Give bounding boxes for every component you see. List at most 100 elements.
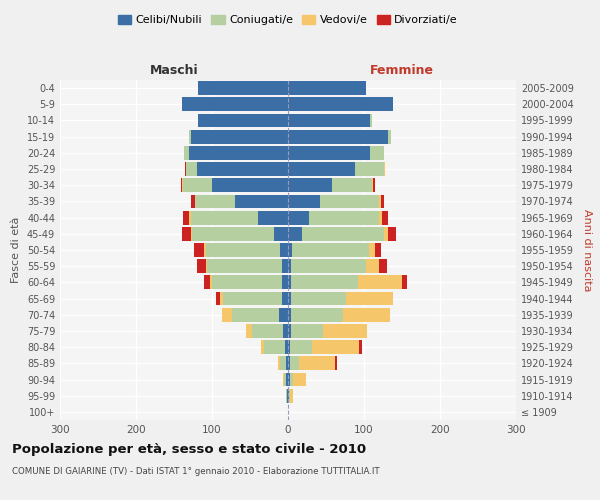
Bar (282, 276, 288, 289)
Bar (279, 308, 288, 322)
Bar (278, 356, 280, 370)
Bar (288, 243, 292, 257)
Text: Popolazione per età, sesso e stato civile - 2010: Popolazione per età, sesso e stato civil… (12, 442, 366, 456)
Bar (288, 114, 370, 128)
Bar (195, 194, 235, 208)
Bar (208, 260, 282, 273)
Bar (288, 227, 302, 240)
Bar (291, 292, 346, 306)
Bar (216, 292, 220, 306)
Bar (311, 340, 359, 354)
Bar (290, 340, 311, 354)
Bar (379, 260, 387, 273)
Bar (346, 292, 393, 306)
Bar (332, 178, 371, 192)
Bar (257, 210, 288, 224)
Bar (263, 340, 285, 354)
Bar (388, 130, 391, 143)
Bar (384, 227, 388, 240)
Bar (288, 324, 291, 338)
Bar (251, 324, 283, 338)
Bar (288, 340, 290, 354)
Bar (288, 260, 291, 273)
Bar (365, 260, 379, 273)
Bar (288, 81, 366, 95)
Bar (359, 340, 362, 354)
Bar (232, 308, 279, 322)
Bar (189, 146, 288, 160)
Bar (183, 210, 189, 224)
Bar (282, 292, 288, 306)
Bar (283, 324, 288, 338)
Bar (384, 162, 385, 176)
Bar (320, 194, 379, 208)
Bar (288, 308, 291, 322)
Bar (284, 372, 286, 386)
Bar (280, 356, 286, 370)
Text: Maschi: Maschi (149, 64, 199, 77)
Text: COMUNE DI GAIARINE (TV) - Dati ISTAT 1° gennaio 2010 - Elaborazione TUTTITALIA.I: COMUNE DI GAIARINE (TV) - Dati ISTAT 1° … (12, 468, 380, 476)
Bar (220, 292, 223, 306)
Text: Femmine: Femmine (370, 64, 434, 77)
Bar (194, 194, 195, 208)
Bar (291, 324, 323, 338)
Bar (280, 243, 288, 257)
Bar (191, 130, 288, 143)
Bar (185, 162, 186, 176)
Bar (288, 356, 290, 370)
Bar (382, 210, 388, 224)
Bar (370, 114, 371, 128)
Bar (282, 260, 288, 273)
Bar (211, 276, 212, 289)
Bar (373, 178, 374, 192)
Bar (191, 210, 257, 224)
Bar (286, 389, 287, 402)
Bar (235, 194, 288, 208)
Bar (183, 178, 212, 192)
Bar (222, 308, 232, 322)
Bar (197, 162, 288, 176)
Bar (288, 276, 291, 289)
Bar (212, 276, 282, 289)
Bar (223, 292, 282, 306)
Bar (191, 194, 194, 208)
Bar (197, 260, 206, 273)
Bar (288, 162, 355, 176)
Bar (189, 210, 191, 224)
Bar (292, 243, 370, 257)
Bar (370, 243, 376, 257)
Bar (246, 324, 251, 338)
Bar (283, 372, 284, 386)
Bar (288, 178, 332, 192)
Bar (182, 227, 191, 240)
Bar (323, 324, 367, 338)
Bar (288, 98, 393, 111)
Bar (290, 372, 293, 386)
Bar (288, 389, 289, 402)
Bar (191, 227, 192, 240)
Bar (379, 194, 381, 208)
Bar (212, 178, 288, 192)
Bar (189, 130, 191, 143)
Bar (199, 114, 288, 128)
Bar (182, 98, 288, 111)
Bar (184, 146, 189, 160)
Bar (288, 130, 388, 143)
Bar (376, 243, 382, 257)
Bar (299, 356, 335, 370)
Y-axis label: Fasce di età: Fasce di età (11, 217, 21, 283)
Bar (182, 178, 183, 192)
Bar (291, 260, 365, 273)
Bar (291, 308, 343, 322)
Bar (402, 276, 407, 289)
Bar (192, 227, 274, 240)
Bar (335, 356, 337, 370)
Bar (205, 243, 206, 257)
Bar (288, 292, 291, 306)
Bar (381, 194, 384, 208)
Bar (286, 372, 288, 386)
Bar (302, 227, 384, 240)
Bar (293, 372, 306, 386)
Bar (309, 210, 379, 224)
Bar (388, 227, 396, 240)
